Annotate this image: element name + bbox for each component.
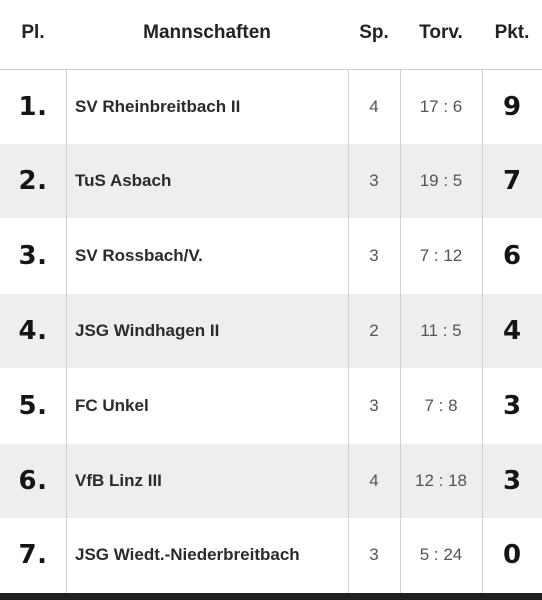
row-goals: 5 : 24 xyxy=(419,545,463,564)
row-goals: 7 : 8 xyxy=(424,396,458,415)
row-points: 9 xyxy=(502,92,522,122)
row-team: SV Rheinbreitbach II xyxy=(75,97,241,116)
row-place: 4. xyxy=(18,316,48,346)
header-place: Pl. xyxy=(21,22,45,43)
row-place: 5. xyxy=(18,391,48,421)
table-row: 3. SV Rossbach/V. 3 7 : 12 6 xyxy=(0,219,542,293)
row-team: JSG Wiedt.-Niederbreitbach xyxy=(75,545,300,564)
row-team: FC Unkel xyxy=(75,396,149,415)
row-games: 3 xyxy=(369,171,379,190)
table-header: Pl. Mannschaften Sp. Torv. Pkt. xyxy=(0,0,542,70)
row-goals: 17 : 6 xyxy=(419,97,463,116)
row-games: 4 xyxy=(369,97,379,116)
row-goals: 7 : 12 xyxy=(419,246,463,265)
row-points: 7 xyxy=(502,166,522,196)
row-games: 2 xyxy=(369,321,379,340)
header-teams: Mannschaften xyxy=(143,22,271,43)
table-row: 1. SV Rheinbreitbach II 4 17 : 6 9 xyxy=(0,70,542,144)
column-divider xyxy=(348,70,349,593)
row-points: 6 xyxy=(502,241,522,271)
bottom-bar xyxy=(0,593,542,600)
table-row: 4. JSG Windhagen II 2 11 : 5 4 xyxy=(0,294,542,368)
row-points: 4 xyxy=(502,316,522,346)
header-points: Pkt. xyxy=(494,22,530,43)
table-row: 5. FC Unkel 3 7 : 8 3 xyxy=(0,369,542,443)
row-team: VfB Linz III xyxy=(75,471,162,490)
row-goals: 11 : 5 xyxy=(420,321,462,340)
row-place: 3. xyxy=(18,241,48,271)
table-row: 7. JSG Wiedt.-Niederbreitbach 3 5 : 24 0 xyxy=(0,518,542,592)
row-points: 3 xyxy=(502,391,522,421)
row-team: JSG Windhagen II xyxy=(75,321,220,340)
row-points: 0 xyxy=(502,540,522,570)
header-games: Sp. xyxy=(359,22,389,43)
row-games: 3 xyxy=(369,246,379,265)
row-games: 4 xyxy=(369,471,379,490)
row-games: 3 xyxy=(369,545,379,564)
row-place: 2. xyxy=(18,166,48,196)
row-place: 6. xyxy=(18,466,48,496)
column-divider xyxy=(400,70,401,593)
row-points: 3 xyxy=(502,466,522,496)
header-goals: Torv. xyxy=(419,22,463,43)
column-divider xyxy=(482,70,483,593)
row-place: 1. xyxy=(18,92,48,122)
row-games: 3 xyxy=(369,396,379,415)
row-team: TuS Asbach xyxy=(75,171,172,190)
row-goals: 12 : 18 xyxy=(415,471,467,490)
row-goals: 19 : 5 xyxy=(419,171,463,190)
table-row: 2. TuS Asbach 3 19 : 5 7 xyxy=(0,144,542,218)
row-team: SV Rossbach/V. xyxy=(75,246,203,265)
table-row: 6. VfB Linz III 4 12 : 18 3 xyxy=(0,444,542,518)
row-place: 7. xyxy=(18,540,48,570)
column-divider xyxy=(66,70,67,593)
